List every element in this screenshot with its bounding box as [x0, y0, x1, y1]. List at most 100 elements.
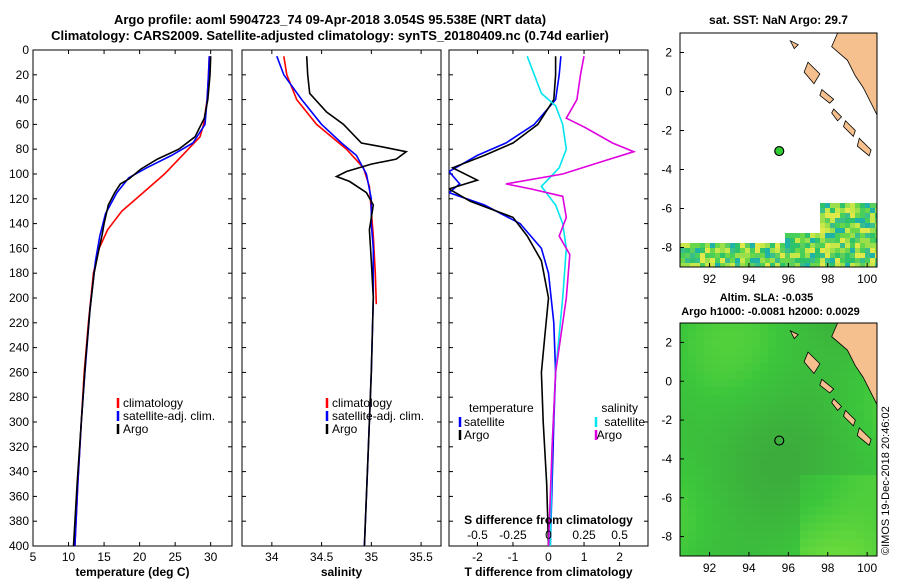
- sst-cell: [840, 218, 845, 223]
- sla-cell: [792, 323, 800, 331]
- sla-cell: [832, 475, 840, 483]
- sst-cell: [815, 253, 820, 258]
- sst-cell: [845, 213, 850, 218]
- sla-cell: [720, 363, 728, 371]
- sla-cell: [720, 435, 728, 443]
- sst-cell: [800, 243, 805, 248]
- sla-cell: [776, 459, 784, 467]
- map_sst-ytick-label: -6: [661, 202, 672, 216]
- sla-cell: [688, 371, 696, 379]
- sla-cell: [800, 411, 808, 419]
- sla-cell: [776, 547, 784, 555]
- sla-cell: [800, 379, 808, 387]
- sla-cell: [768, 419, 776, 427]
- sst-cell: [835, 253, 840, 258]
- sla-cell: [832, 435, 840, 443]
- sla-cell: [688, 475, 696, 483]
- sst-cell: [865, 248, 870, 253]
- sla-cell: [736, 531, 744, 539]
- sla-cell: [768, 355, 776, 363]
- sst-cell: [735, 263, 740, 267]
- temperature-ytick-label: 160: [9, 241, 29, 255]
- sla-cell: [688, 379, 696, 387]
- sst-cell: [705, 243, 710, 248]
- sst-cell: [820, 253, 825, 258]
- sla-cell: [848, 411, 856, 419]
- sla-cell: [744, 531, 752, 539]
- sla-cell: [792, 515, 800, 523]
- sla-cell: [704, 323, 712, 331]
- sla-cell: [816, 339, 824, 347]
- map_sst-ytick-label: -2: [661, 124, 672, 138]
- sst-cell: [715, 253, 720, 258]
- sst-cell: [860, 203, 865, 208]
- sla-cell: [792, 435, 800, 443]
- sla-cell: [680, 507, 688, 515]
- sla-cell: [824, 539, 832, 547]
- sla-cell: [752, 363, 760, 371]
- sla-cell: [728, 531, 736, 539]
- sla-cell: [816, 355, 824, 363]
- sst-cell: [705, 248, 710, 253]
- sla-cell: [856, 395, 864, 403]
- sla-cell: [752, 411, 760, 419]
- sla-cell: [800, 395, 808, 403]
- sla-cell: [792, 547, 800, 555]
- sla-cell: [680, 347, 688, 355]
- sla-cell: [840, 379, 848, 387]
- sla-cell: [832, 523, 840, 531]
- sla-cell: [848, 403, 856, 411]
- sst-cell: [870, 233, 875, 238]
- map_sst-xtick-label: 94: [742, 272, 756, 286]
- sst-cell: [750, 258, 755, 263]
- sla-cell: [824, 371, 832, 379]
- sla-cell: [800, 443, 808, 451]
- sla-cell: [824, 507, 832, 515]
- sst-cell: [725, 253, 730, 258]
- sla-cell: [872, 539, 877, 547]
- sla-cell: [728, 547, 736, 555]
- sla-cell: [800, 371, 808, 379]
- sst-cell: [860, 213, 865, 218]
- sla-cell: [712, 547, 720, 555]
- sla-cell: [824, 451, 832, 459]
- sst-cell: [720, 253, 725, 258]
- sst-cell: [840, 208, 845, 213]
- map_sst-map-area: [680, 33, 877, 267]
- sla-cell: [856, 515, 864, 523]
- sst-cell: [790, 253, 795, 258]
- sla-cell: [728, 459, 736, 467]
- sla-cell: [752, 355, 760, 363]
- sst-cell: [875, 238, 877, 243]
- sla-cell: [744, 507, 752, 515]
- sst-cell: [700, 253, 705, 258]
- map_sla-subtitle: Argo h1000: -0.0081 h2000: 0.0029: [681, 306, 860, 318]
- sla-cell: [848, 523, 856, 531]
- sla-cell: [768, 443, 776, 451]
- difference-s-tick-label: -0.25: [499, 528, 527, 542]
- sla-cell: [712, 443, 720, 451]
- sla-cell: [752, 435, 760, 443]
- sla-cell: [792, 355, 800, 363]
- sla-cell: [728, 379, 736, 387]
- sla-cell: [736, 419, 744, 427]
- sla-cell: [776, 467, 784, 475]
- sst-cell: [845, 203, 850, 208]
- sla-cell: [808, 435, 816, 443]
- sst-cell: [820, 258, 825, 263]
- sst-cell: [750, 248, 755, 253]
- sst-cell: [760, 263, 765, 267]
- sla-cell: [872, 427, 877, 435]
- sla-cell: [736, 395, 744, 403]
- sla-cell: [776, 395, 784, 403]
- sst-cell: [820, 248, 825, 253]
- sla-cell: [776, 331, 784, 339]
- sla-cell: [864, 539, 872, 547]
- sla-cell: [760, 435, 768, 443]
- sla-cell: [736, 427, 744, 435]
- sla-cell: [704, 387, 712, 395]
- difference-legend-salinity-satellite: satellite: [604, 415, 645, 429]
- sla-cell: [832, 459, 840, 467]
- sst-cell: [830, 253, 835, 258]
- sla-cell: [856, 419, 864, 427]
